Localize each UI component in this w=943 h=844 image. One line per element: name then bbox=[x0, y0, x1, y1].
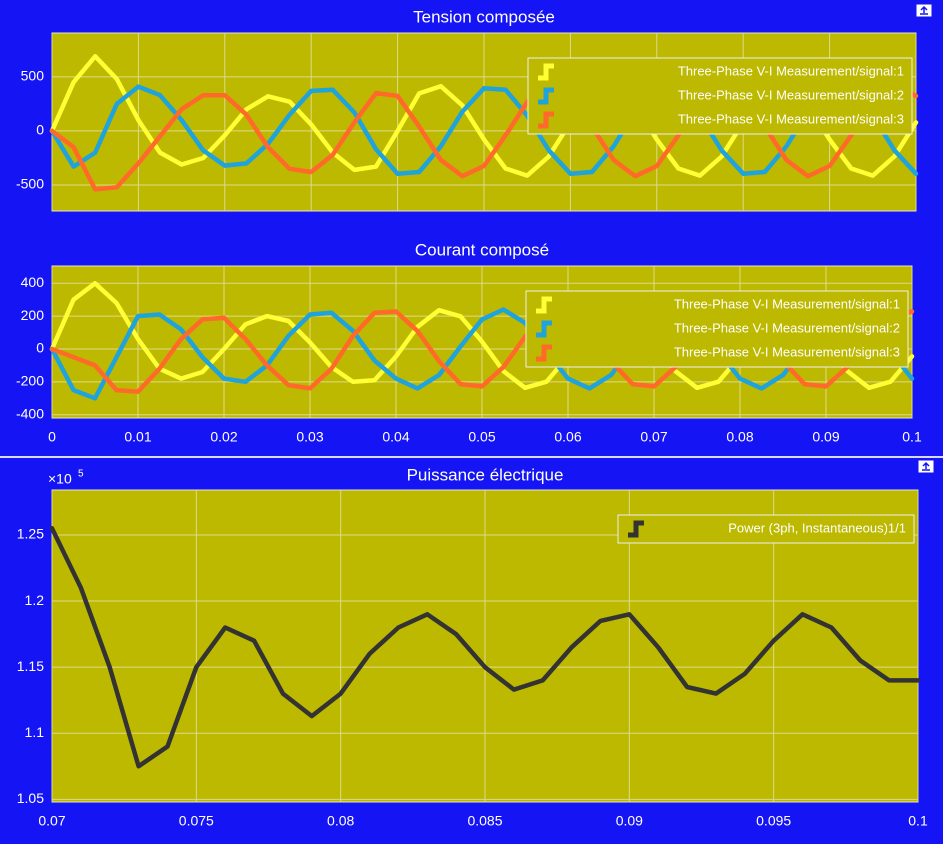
legend-icon bbox=[538, 63, 554, 81]
legend-label: Three-Phase V-I Measurement/signal:1 bbox=[674, 296, 900, 311]
chart-panel: Courant composé -400 -200 0 200 400 0 0.01 0.02 0… bbox=[16, 240, 922, 444]
chart-title: Courant composé bbox=[415, 240, 549, 259]
series-line bbox=[49, 307, 915, 401]
y-multiplier-exponent: 5 bbox=[78, 469, 84, 480]
x-tick-label: 0.09 bbox=[616, 813, 643, 829]
x-tick-label: 0.03 bbox=[296, 429, 323, 445]
series-line bbox=[49, 526, 921, 769]
legend: Three-Phase V-I Measurement/signal:1 Thre… bbox=[525, 290, 909, 368]
x-tick-label: 0.04 bbox=[382, 429, 409, 445]
x-tick-label: 0.1 bbox=[902, 429, 922, 445]
x-tick-label: 0.07 bbox=[38, 813, 65, 829]
y-tick-label: -400 bbox=[16, 405, 44, 421]
legend-label: Three-Phase V-I Measurement/signal:2 bbox=[678, 87, 904, 102]
x-tick-label: 0.095 bbox=[756, 813, 791, 829]
legend-icon bbox=[538, 111, 554, 129]
x-tick-label: 0.07 bbox=[640, 429, 667, 445]
legend-label: Power (3ph, Instantaneous)1/1 bbox=[728, 520, 906, 535]
x-tick-label: 0.09 bbox=[812, 429, 839, 445]
legend-icon bbox=[628, 520, 644, 538]
y-tick-label: 1.15 bbox=[17, 658, 44, 674]
y-tick-label: 1.25 bbox=[17, 526, 44, 542]
x-tick-label: 0 bbox=[48, 429, 56, 445]
y-tick-label: 1.2 bbox=[25, 592, 45, 608]
legend-icon bbox=[538, 87, 554, 105]
legend: Three-Phase V-I Measurement/signal:1 Thre… bbox=[527, 57, 913, 135]
legend-box bbox=[527, 57, 913, 135]
undock-button[interactable] bbox=[917, 459, 935, 474]
y-tick-label: 0 bbox=[36, 340, 44, 356]
y-tick-label: 0 bbox=[36, 122, 44, 138]
y-multiplier: ×10 bbox=[48, 471, 72, 487]
legend-icon bbox=[536, 296, 552, 314]
y-tick-label: 1.05 bbox=[17, 790, 44, 806]
legend-label: Three-Phase V-I Measurement/signal:2 bbox=[674, 320, 900, 335]
legend-box bbox=[525, 290, 909, 368]
x-tick-label: 0.02 bbox=[210, 429, 237, 445]
x-tick-label: 0.075 bbox=[179, 813, 214, 829]
x-tick-label: 0.1 bbox=[908, 813, 928, 829]
legend-box bbox=[617, 514, 915, 544]
chart-title: Tension composée bbox=[413, 7, 555, 26]
x-tick-label: 0.06 bbox=[554, 429, 581, 445]
x-tick-label: 0.085 bbox=[467, 813, 502, 829]
y-tick-label: 500 bbox=[21, 68, 45, 84]
y-tick-label: -200 bbox=[16, 373, 44, 389]
y-tick-label: 1.1 bbox=[25, 724, 45, 740]
chart-title: Puissance électrique bbox=[407, 465, 564, 484]
legend-label: Three-Phase V-I Measurement/signal:1 bbox=[678, 63, 904, 78]
legend-label: Three-Phase V-I Measurement/signal:3 bbox=[678, 111, 904, 126]
legend-label: Three-Phase V-I Measurement/signal:3 bbox=[674, 344, 900, 359]
button-icon bbox=[922, 461, 930, 471]
x-tick-label: 0.05 bbox=[468, 429, 495, 445]
chart-panel: Puissance électrique 1.05 1.1 1.15 1.2 1.25 0.… bbox=[17, 465, 928, 828]
legend-icon bbox=[536, 344, 552, 362]
button-icon bbox=[920, 5, 928, 15]
series-line bbox=[49, 83, 919, 192]
x-tick-label: 0.08 bbox=[726, 429, 753, 445]
legend: Power (3ph, Instantaneous)1/1 bbox=[617, 514, 915, 544]
x-tick-label: 0.08 bbox=[327, 813, 354, 829]
y-tick-label: 200 bbox=[21, 307, 45, 323]
series-line bbox=[49, 84, 919, 176]
x-tick-label: 0.01 bbox=[124, 429, 151, 445]
y-tick-label: -500 bbox=[16, 176, 44, 192]
y-tick-label: 400 bbox=[21, 274, 45, 290]
legend-icon bbox=[536, 320, 552, 338]
chart-panel: Tension composée -500 0 500 Three-Phase V-I … bbox=[16, 7, 919, 212]
undock-button[interactable] bbox=[915, 3, 933, 18]
